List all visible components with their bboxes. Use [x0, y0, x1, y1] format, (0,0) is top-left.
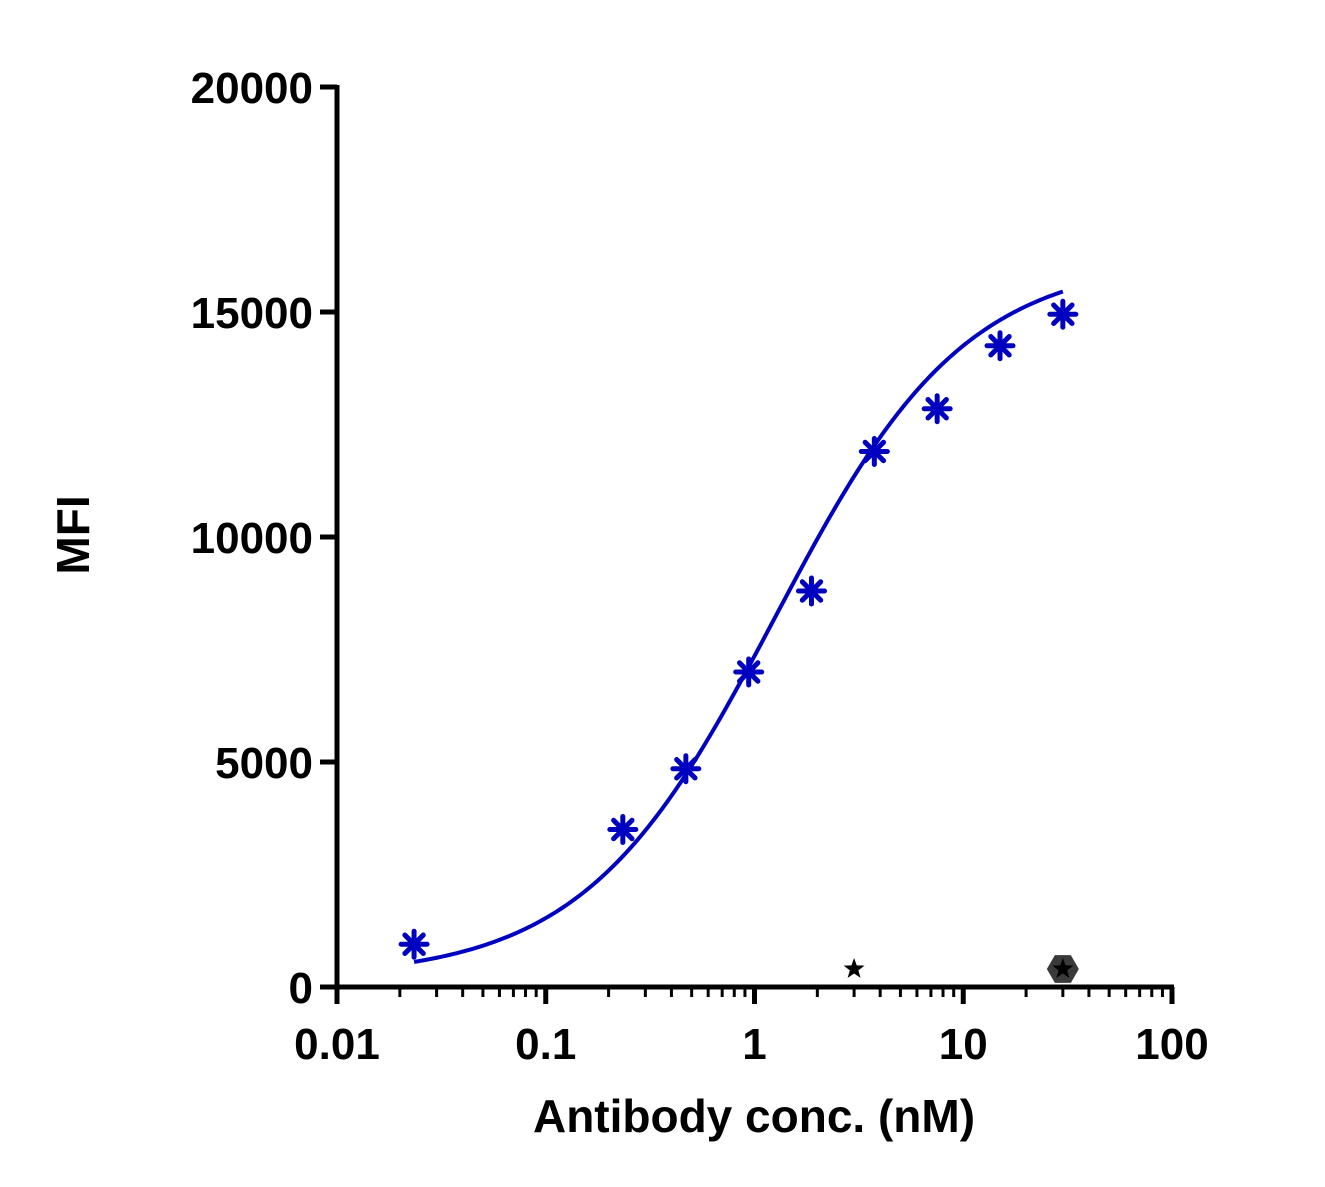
- asterisk-stroke: [674, 757, 698, 781]
- data-point-asterisk: [733, 656, 765, 688]
- asterisk-stroke: [862, 439, 887, 464]
- data-point-asterisk: [670, 753, 702, 785]
- y-axis-title: MFI: [47, 495, 99, 574]
- fit-curve-layer: [413, 289, 1064, 964]
- data-point-asterisk: [921, 393, 953, 425]
- x-tick-label: 100: [1135, 1020, 1208, 1069]
- star-shape: [1052, 958, 1074, 978]
- x-tick-label: 0.1: [515, 1020, 576, 1069]
- data-marks: [398, 298, 1079, 983]
- asterisk-stroke: [611, 817, 635, 842]
- y-tick-label: 5000: [215, 739, 313, 788]
- data-point-asterisk: [858, 436, 890, 467]
- y-tick-label: 10000: [191, 514, 313, 563]
- asterisk-stroke: [925, 397, 949, 421]
- asterisk-stroke: [988, 334, 1012, 358]
- x-axis-title: Antibody conc. (nM): [533, 1090, 975, 1142]
- y-tick-label: 15000: [191, 289, 313, 338]
- x-tick-label: 1: [742, 1020, 766, 1069]
- x-tick-label: 10: [939, 1020, 988, 1069]
- data-point-asterisk: [1047, 298, 1079, 330]
- data-point-asterisk: [795, 575, 827, 607]
- y-tick-label: 20000: [191, 64, 313, 113]
- asterisk-stroke: [402, 932, 426, 956]
- data-point-asterisk: [984, 330, 1016, 362]
- fit-curve: [413, 289, 1064, 964]
- y-tick-label: 0: [289, 964, 313, 1013]
- data-point-star: [843, 958, 865, 978]
- asterisk-stroke: [737, 660, 761, 684]
- asterisk-stroke: [799, 579, 824, 603]
- data-point-hexagon: [1046, 955, 1079, 983]
- data-point-asterisk: [398, 928, 430, 960]
- data-point-asterisk: [607, 814, 639, 845]
- asterisk-stroke: [1051, 302, 1075, 326]
- x-tick-label: 0.01: [294, 1020, 380, 1069]
- axes: 0 5000 10000 15000 20000 0.01 0.1 1 10 100: [191, 64, 1209, 1069]
